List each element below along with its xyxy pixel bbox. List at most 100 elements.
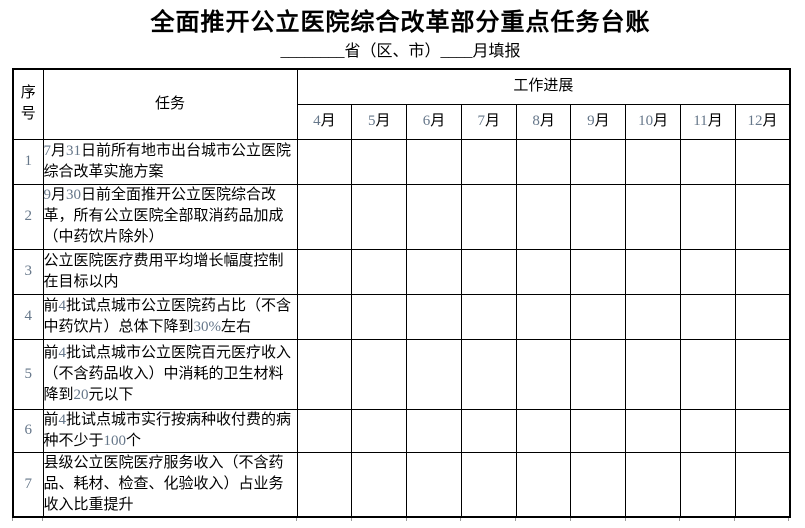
task-cell: 公立医院医疗费用平均增长幅度控制在目标以内 (42, 248, 298, 295)
progress-cell[interactable] (406, 248, 462, 295)
column-border-stub (296, 517, 297, 521)
row-number: 7 (12, 451, 44, 517)
progress-cell[interactable] (570, 248, 627, 295)
progress-cell[interactable] (515, 408, 572, 453)
progress-cell[interactable] (734, 338, 791, 410)
table-row: 1 7月31日前所有地市出台城市公立医院综合改革实施方案 (12, 138, 791, 185)
progress-cell[interactable] (625, 451, 682, 517)
progress-cell[interactable] (734, 451, 791, 517)
progress-cell[interactable] (680, 293, 736, 340)
column-border-stub (406, 517, 407, 521)
progress-cell[interactable] (625, 293, 682, 340)
document-subtitle: ________省（区、市）____月填报 (280, 43, 521, 60)
column-border-stub (788, 517, 789, 521)
progress-cell[interactable] (570, 451, 627, 517)
progress-cell[interactable] (296, 293, 353, 340)
table-row: 2 9月30日前全面推开公立医院综合改革，所有公立医院全部取消药品加成（中药饮片除… (12, 183, 791, 250)
progress-cell[interactable] (680, 138, 736, 185)
next-row-cut-stubs (12, 517, 789, 522)
progress-cell[interactable] (570, 293, 627, 340)
header-row-top: 序号 任务 工作进展 (12, 68, 791, 140)
progress-cell[interactable] (406, 338, 462, 410)
column-border-stub (734, 517, 735, 521)
progress-cell[interactable] (351, 451, 408, 517)
task-cell: 前4批试点城市实行按病种收付费的病种不少于100个 (42, 408, 298, 453)
task-cell: 9月30日前全面推开公立医院综合改革，所有公立医院全部取消药品加成（中药饮片除外… (42, 183, 298, 250)
progress-cell[interactable] (460, 338, 517, 410)
task-cell: 县级公立医院医疗服务收入（不含药品、耗材、检查、化验收入）占业务收入比重提升 (42, 451, 298, 517)
progress-cell[interactable] (460, 248, 517, 295)
month-header-cell: 5月 (351, 103, 408, 140)
progress-cell[interactable] (570, 408, 627, 453)
month-header-cell: 10月 (625, 103, 682, 140)
progress-cell[interactable] (734, 408, 791, 453)
progress-cell[interactable] (460, 183, 517, 250)
progress-cell[interactable] (680, 451, 736, 517)
progress-cell[interactable] (460, 138, 517, 185)
task-ledger-table: 序号 任务 工作进展 4月 5月 6月 7月 8月 9月 10月 11月 12月 1 7月31日前… (12, 68, 792, 518)
progress-cell[interactable] (625, 338, 682, 410)
month-header-cell: 4月 (296, 103, 353, 140)
progress-cell[interactable] (296, 408, 353, 453)
progress-cell[interactable] (680, 183, 736, 250)
table-row: 4 前4批试点城市公立医院药占比（不含中药饮片）总体下降到30%左右 (12, 293, 791, 340)
progress-cell[interactable] (515, 138, 572, 185)
progress-cell[interactable] (625, 138, 682, 185)
progress-cell[interactable] (351, 408, 408, 453)
progress-cell[interactable] (515, 293, 572, 340)
table-row: 3 公立医院医疗费用平均增长幅度控制在目标以内 (12, 248, 791, 295)
progress-cell[interactable] (296, 248, 353, 295)
progress-cell[interactable] (351, 338, 408, 410)
progress-cell[interactable] (734, 138, 791, 185)
progress-cell[interactable] (515, 338, 572, 410)
progress-cell[interactable] (351, 248, 408, 295)
progress-cell[interactable] (351, 293, 408, 340)
progress-cell[interactable] (680, 408, 736, 453)
progress-cell[interactable] (625, 408, 682, 453)
progress-cell[interactable] (406, 408, 462, 453)
progress-cell[interactable] (406, 451, 462, 517)
progress-cell[interactable] (625, 183, 682, 250)
document-title: 全面推开公立医院综合改革部分重点任务台账 (150, 10, 651, 36)
progress-cell[interactable] (680, 248, 736, 295)
progress-cell[interactable] (460, 293, 517, 340)
progress-cell[interactable] (515, 451, 572, 517)
progress-cell[interactable] (734, 248, 791, 295)
progress-cell[interactable] (680, 338, 736, 410)
progress-cell[interactable] (460, 451, 517, 517)
progress-cell[interactable] (460, 408, 517, 453)
progress-cell[interactable] (570, 338, 627, 410)
progress-cell[interactable] (351, 138, 408, 185)
table-row: 5 前4批试点城市公立医院百元医疗收入（不含药品收入）中消耗的卫生材料降到20元以… (12, 338, 791, 410)
month-header-cell: 8月 (515, 103, 572, 140)
progress-cell[interactable] (570, 183, 627, 250)
progress-cell[interactable] (296, 338, 353, 410)
header-progress: 工作进展 (296, 68, 791, 105)
row-number: 4 (12, 293, 44, 340)
month-header-cell: 12月 (734, 103, 791, 140)
row-number: 3 (12, 248, 44, 295)
task-cell: 前4批试点城市公立医院百元医疗收入（不含药品收入）中消耗的卫生材料降到20元以下 (42, 338, 298, 410)
progress-cell[interactable] (406, 293, 462, 340)
progress-cell[interactable] (351, 183, 408, 250)
progress-cell[interactable] (625, 248, 682, 295)
progress-cell[interactable] (734, 183, 791, 250)
column-border-stub (42, 517, 43, 521)
progress-cell[interactable] (296, 138, 353, 185)
row-number: 1 (12, 138, 44, 185)
column-border-stub (679, 517, 680, 521)
progress-cell[interactable] (406, 138, 462, 185)
progress-cell[interactable] (515, 183, 572, 250)
column-border-stub (351, 517, 352, 521)
progress-cell[interactable] (570, 138, 627, 185)
progress-cell[interactable] (515, 248, 572, 295)
task-rows: 1 7月31日前所有地市出台城市公立医院综合改革实施方案 2 9月30日前全面推开公立… (12, 138, 791, 517)
progress-cell[interactable] (406, 183, 462, 250)
column-border-stub (570, 517, 571, 521)
progress-cell[interactable] (734, 293, 791, 340)
row-number: 2 (12, 183, 44, 250)
month-header-cell: 7月 (460, 103, 517, 140)
progress-cell[interactable] (296, 183, 353, 250)
progress-cell[interactable] (296, 451, 353, 517)
